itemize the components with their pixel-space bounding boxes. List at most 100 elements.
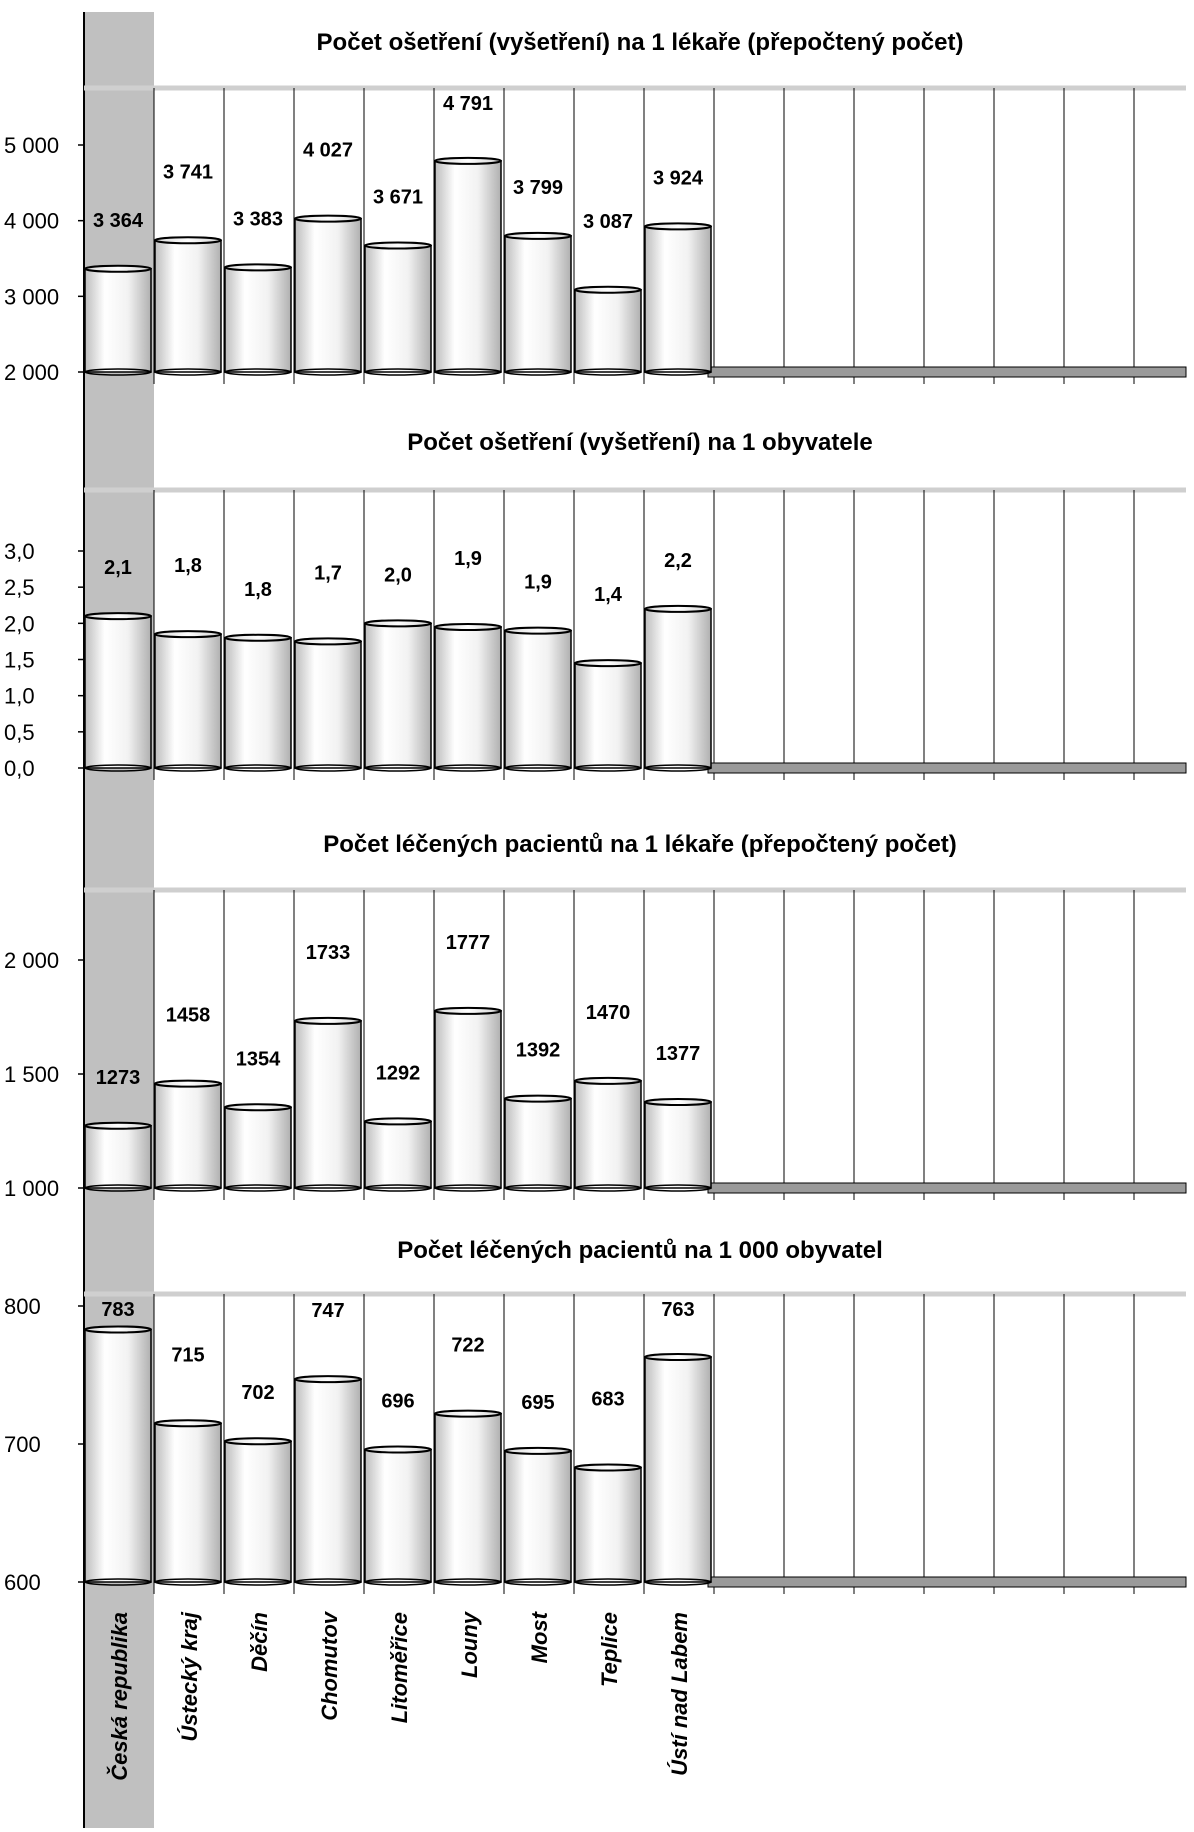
bar-body — [574, 1466, 642, 1583]
bar — [294, 1375, 362, 1586]
bar-base — [364, 1184, 432, 1192]
y-tick-label: 0,0 — [4, 756, 35, 781]
data-label: 1292 — [376, 1062, 421, 1084]
x-category-label: Česká republika — [107, 1612, 132, 1781]
bar — [84, 1121, 152, 1192]
y-tick-label: 1 000 — [4, 1176, 59, 1201]
y-tick-label: 1,0 — [4, 684, 35, 709]
bar-body — [644, 608, 712, 769]
data-label: 1,7 — [314, 562, 342, 584]
y-tick-label: 1,5 — [4, 648, 35, 673]
y-tick-label: 3,0 — [4, 539, 35, 564]
data-label: 1458 — [166, 1005, 211, 1027]
bar-top — [364, 619, 432, 628]
x-category-label: Ústí nad Labem — [667, 1612, 692, 1776]
bar — [154, 1079, 222, 1192]
y-tick-label: 800 — [4, 1294, 41, 1319]
bar — [504, 1094, 572, 1192]
data-label: 1733 — [306, 942, 351, 964]
bar — [364, 1117, 432, 1192]
y-tick-label: 5 000 — [4, 133, 59, 158]
bar-body — [574, 1080, 642, 1189]
x-category-label: Litoměřice — [387, 1612, 412, 1723]
bar-top — [504, 1094, 572, 1103]
bar-top — [574, 1076, 642, 1085]
bar-base — [364, 1578, 432, 1586]
data-label: 4 027 — [303, 140, 353, 162]
x-category-label: Louny — [457, 1610, 482, 1678]
bar — [84, 612, 152, 772]
panel-title: Počet léčených pacientů na 1 lékaře (pře… — [323, 831, 957, 858]
bar-body — [294, 1020, 362, 1189]
bar-body — [84, 615, 152, 769]
bar-top — [84, 264, 152, 273]
bar-base — [364, 368, 432, 376]
bar-base — [434, 368, 502, 376]
data-label: 1392 — [516, 1040, 561, 1062]
bar-top — [574, 285, 642, 294]
bar — [154, 630, 222, 772]
data-label: 3 087 — [583, 211, 633, 233]
bar-top — [84, 612, 152, 621]
bar — [224, 633, 292, 772]
bar — [504, 1446, 572, 1586]
data-label: 1273 — [96, 1067, 141, 1089]
data-label: 2,0 — [384, 564, 412, 586]
bar-body — [224, 1106, 292, 1189]
y-tick-label: 2,0 — [4, 611, 35, 636]
bar-top — [434, 1409, 502, 1418]
bar-top — [644, 1098, 712, 1107]
bar — [364, 241, 432, 376]
y-tick-label: 1 500 — [4, 1062, 59, 1087]
bar-base — [644, 1184, 712, 1192]
bar-top — [294, 637, 362, 646]
bar-base — [504, 1578, 572, 1586]
y-tick-label: 2 000 — [4, 948, 59, 973]
bar-base — [224, 1578, 292, 1586]
x-category-label: Most — [527, 1610, 552, 1663]
panel-title: Počet ošetření (vyšetření) na 1 obyvatel… — [407, 429, 873, 456]
bar-body — [504, 235, 572, 373]
bar-body — [644, 225, 712, 373]
bar — [644, 604, 712, 772]
bar-body — [294, 217, 362, 373]
bar — [574, 285, 642, 376]
bar-base — [644, 368, 712, 376]
bar — [84, 264, 152, 376]
bar-base — [154, 368, 222, 376]
bar — [504, 231, 572, 376]
plot-floor — [707, 366, 1187, 378]
data-label: 696 — [381, 1391, 414, 1413]
gridline-layer — [78, 12, 1186, 1828]
bar-top — [574, 1463, 642, 1472]
bar-top — [504, 231, 572, 240]
data-label: 3 799 — [513, 177, 563, 199]
bar-base — [574, 1578, 642, 1586]
data-label: 1,9 — [524, 572, 552, 594]
bar-base — [504, 764, 572, 772]
bar-base — [84, 1184, 152, 1192]
bar-body — [294, 1378, 362, 1583]
y-tick-label: 2 000 — [4, 360, 59, 385]
bar — [224, 1437, 292, 1586]
bar-layer — [84, 156, 712, 1586]
plot-floor — [707, 1576, 1187, 1588]
bar-body — [364, 1448, 432, 1583]
bar-top — [154, 630, 222, 639]
bar-top — [84, 1121, 152, 1130]
bar-body — [434, 1412, 502, 1583]
data-label: 1470 — [586, 1002, 631, 1024]
data-label: 4 791 — [443, 93, 493, 115]
bar-base — [294, 368, 362, 376]
bar — [574, 1463, 642, 1586]
data-label: 3 364 — [93, 210, 144, 232]
bar-base — [504, 1184, 572, 1192]
bar-body — [504, 629, 572, 769]
bar-body — [574, 289, 642, 373]
bar — [574, 1076, 642, 1192]
bar-body — [364, 1120, 432, 1189]
bar — [294, 637, 362, 772]
y-tick-label: 3 000 — [4, 284, 59, 309]
bar — [574, 659, 642, 772]
